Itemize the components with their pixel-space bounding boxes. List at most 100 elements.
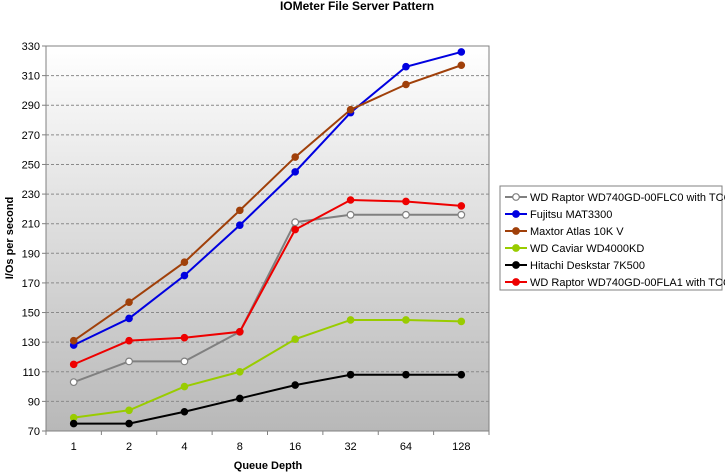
data-point	[346, 196, 355, 204]
y-axis-label: I/Os per second	[4, 197, 16, 280]
data-point	[402, 370, 410, 379]
x-tick-labels: 1 2 4 8 16 32 64 128	[71, 441, 471, 453]
data-point	[291, 168, 299, 176]
y-tick-label: 210	[22, 219, 40, 231]
y-tick-labels: 70 90 110 130 150 170 190 210 230 250 270 290 310 330	[22, 41, 40, 438]
x-tick-label: 16	[289, 441, 301, 453]
legend-entry: WD Raptor WD740GD-00FLC0 with TCQ	[505, 192, 725, 204]
y-tick-label: 290	[22, 100, 40, 112]
y-tick-label: 230	[22, 189, 40, 201]
data-point	[125, 357, 133, 366]
series-line	[73, 213, 462, 384]
y-tick-label: 250	[22, 159, 40, 171]
data-point	[180, 407, 189, 416]
legend: WD Raptor WD740GD-00FLC0 with TCQ Fujitsu…	[505, 192, 725, 289]
data-point	[125, 298, 133, 306]
y-tick-label: 150	[22, 308, 40, 320]
data-point	[457, 202, 466, 210]
data-point	[69, 378, 78, 387]
y-tick-label: 90	[28, 396, 40, 408]
y-tick-label: 270	[22, 130, 40, 142]
series-5	[69, 196, 466, 369]
data-point	[291, 381, 299, 389]
data-point	[69, 419, 78, 428]
x-tick-label: 4	[181, 441, 187, 453]
data-point	[291, 153, 299, 161]
series-line	[73, 373, 462, 425]
series-2	[69, 61, 466, 345]
legend-marker	[512, 278, 520, 286]
x-tick-label: 8	[237, 441, 243, 453]
legend-label: Maxtor Atlas 10K V	[530, 226, 624, 238]
chart-title: IOMeter File Server Pattern	[280, 0, 434, 13]
data-point	[180, 357, 189, 366]
legend-marker	[512, 244, 520, 252]
legend-entry: Fujitsu MAT3300	[505, 209, 612, 221]
data-point	[402, 80, 410, 89]
data-point	[180, 258, 189, 266]
data-point	[236, 206, 244, 215]
series-4	[69, 370, 466, 428]
y-tick-label: 310	[22, 71, 40, 83]
legend-label: WD Caviar WD4000KD	[530, 243, 644, 255]
legend-label: Hitachi Deskstar 7K500	[530, 260, 645, 272]
data-point	[346, 105, 355, 114]
data-point	[125, 336, 133, 345]
plot-area	[45, 45, 490, 432]
data-point	[402, 316, 410, 324]
data-point	[457, 370, 466, 379]
data-point	[457, 61, 466, 70]
data-point	[69, 360, 78, 369]
legend-label: Fujitsu MAT3300	[530, 209, 612, 221]
x-tick-label: 2	[126, 441, 132, 453]
data-point	[180, 271, 189, 280]
data-point	[291, 225, 299, 234]
data-point	[180, 382, 189, 391]
legend-entry: Hitachi Deskstar 7K500	[505, 260, 645, 272]
legend-box	[499, 185, 723, 291]
data-point	[236, 221, 244, 229]
data-point	[180, 333, 189, 342]
x-tick-label: 1	[71, 441, 77, 453]
legend-marker	[512, 261, 520, 269]
data-point	[236, 327, 244, 336]
y-tick-label: 330	[22, 41, 40, 53]
data-point	[402, 197, 410, 206]
data-point	[457, 317, 466, 326]
series-line	[73, 198, 462, 366]
x-axis-label: Queue Depth	[234, 460, 303, 472]
data-point	[457, 48, 466, 56]
data-point	[346, 370, 355, 379]
legend-marker	[512, 193, 520, 201]
x-tick-label: 64	[400, 441, 412, 453]
data-point	[402, 62, 410, 71]
y-tick-label: 70	[28, 426, 40, 438]
data-point	[346, 316, 355, 324]
legend-entry: WD Raptor WD740GD-00FLA1 with TCQ	[505, 277, 725, 289]
legend-marker	[512, 227, 520, 235]
data-point	[457, 210, 466, 219]
legend-marker	[512, 210, 520, 218]
x-tick-label: 32	[344, 441, 356, 453]
legend-entry: Maxtor Atlas 10K V	[505, 226, 624, 238]
data-point	[402, 210, 410, 219]
gridlines	[42, 45, 490, 435]
series-lines	[69, 48, 466, 428]
x-tick-label: 128	[452, 441, 470, 453]
data-point	[236, 394, 244, 403]
series-line	[73, 50, 462, 347]
y-tick-label: 110	[22, 367, 40, 379]
y-tick-label: 130	[22, 337, 40, 349]
series-line	[73, 64, 462, 342]
series-3	[69, 316, 466, 422]
data-point	[346, 210, 355, 219]
legend-label: WD Raptor WD740GD-00FLC0 with TCQ	[530, 192, 725, 204]
data-point	[125, 406, 133, 415]
data-point	[291, 218, 300, 227]
data-point	[125, 314, 133, 323]
data-point	[236, 367, 244, 376]
data-point	[125, 419, 133, 428]
series-line	[73, 318, 462, 419]
legend-entry: WD Caviar WD4000KD	[505, 243, 644, 255]
